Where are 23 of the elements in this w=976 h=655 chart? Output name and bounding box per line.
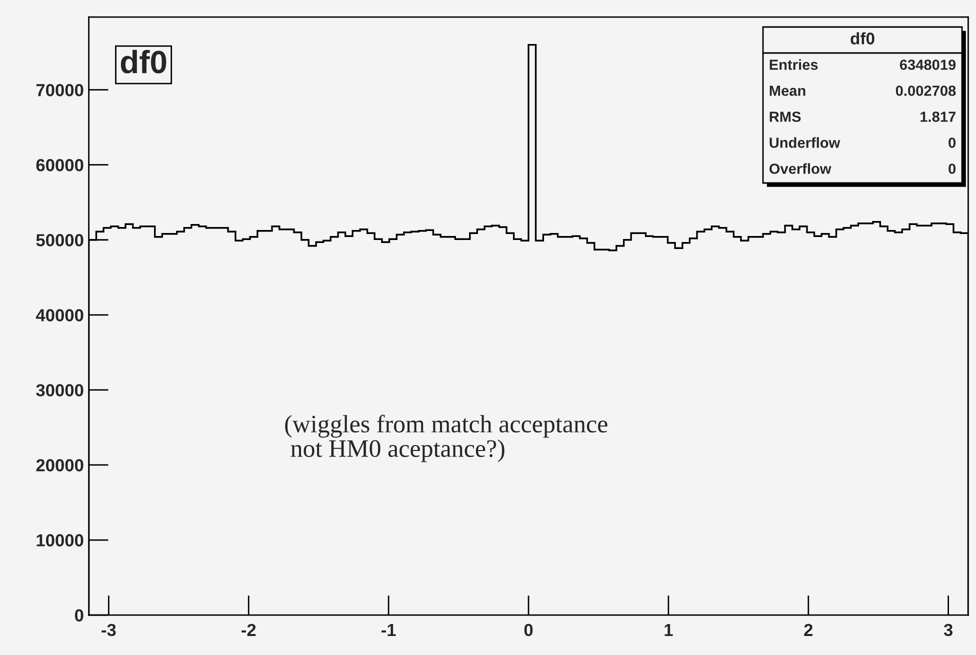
text: Entries 6348019	[770, 59, 956, 70]
x-tick-label: -3	[102, 624, 116, 636]
y-tick-label: 30000	[36, 384, 84, 396]
y-tick-label: 20000	[36, 459, 84, 472]
x-tick-label: 1	[664, 624, 673, 636]
y-tick-label: 40000	[36, 309, 84, 322]
annotation: (wiggles from match acceptance not HM0 aceptance?)	[285, 414, 608, 462]
x-tick-label: -2	[242, 624, 256, 636]
text: Underflow 0	[770, 137, 956, 148]
text: df0	[120, 50, 166, 74]
y-tick-label: 50000	[36, 234, 84, 246]
y-tick-label: 10000	[36, 534, 84, 546]
text: RMS 1.817	[770, 112, 956, 122]
x-tick-label: -1	[382, 624, 396, 636]
y-tick-label: 70000	[36, 84, 84, 96]
annotation: df0	[850, 32, 874, 44]
x-tick-label: 0	[524, 624, 533, 636]
y-tick-label: 60000	[36, 159, 84, 172]
x-tick-label: 3	[944, 624, 953, 636]
text: Overflow 0	[769, 163, 956, 174]
x-tick-label: 2	[804, 624, 813, 636]
text: Mean 0.002708	[770, 86, 956, 96]
y-tick-label: 0	[74, 609, 84, 622]
